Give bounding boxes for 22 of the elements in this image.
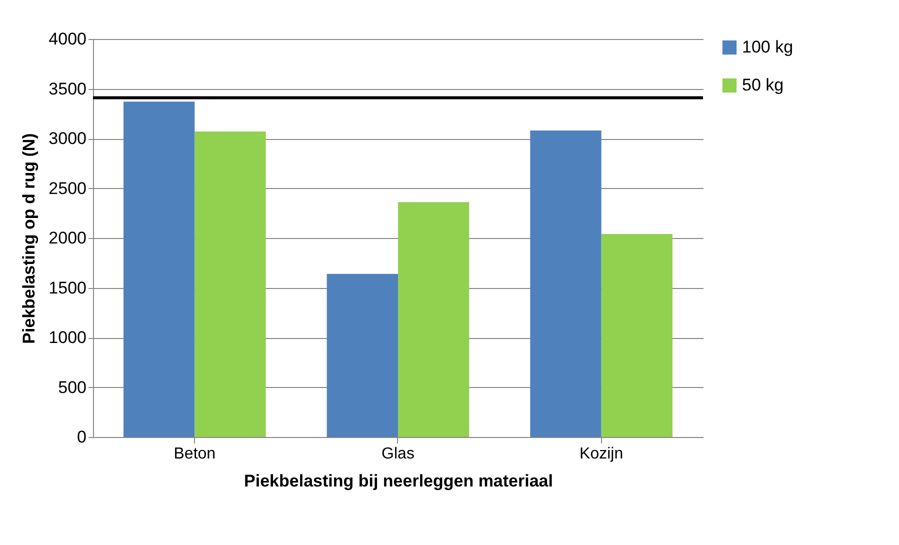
- bar: [124, 102, 195, 437]
- x-axis-title: Piekbelasting bij neerleggen materiaal: [244, 472, 553, 490]
- y-tick-label: 2500: [48, 178, 86, 198]
- x-tick-label: Glas: [382, 446, 414, 462]
- y-tick-label: 2000: [48, 228, 86, 248]
- y-tick-label: 0: [77, 428, 86, 446]
- y-axis-title: Piekbelasting op d rug (N): [20, 133, 39, 344]
- y-tick-label: 1000: [48, 328, 86, 347]
- y-tick-label: 500: [58, 378, 86, 397]
- y-tick-label: 4000: [48, 30, 86, 48]
- legend-label: 50 kg: [742, 76, 784, 94]
- y-tick-label: 3000: [48, 129, 86, 148]
- bar: [601, 234, 672, 437]
- bar: [194, 132, 266, 437]
- bar: [398, 202, 470, 437]
- bar: [326, 274, 398, 437]
- x-tick-label: Beton: [174, 446, 216, 462]
- y-tick-label: 1500: [48, 278, 86, 298]
- bar: [530, 130, 602, 437]
- legend-label: 100 kg: [742, 38, 794, 56]
- y-tick-label: 3500: [48, 79, 86, 98]
- x-tick-label: Kozijn: [580, 446, 624, 462]
